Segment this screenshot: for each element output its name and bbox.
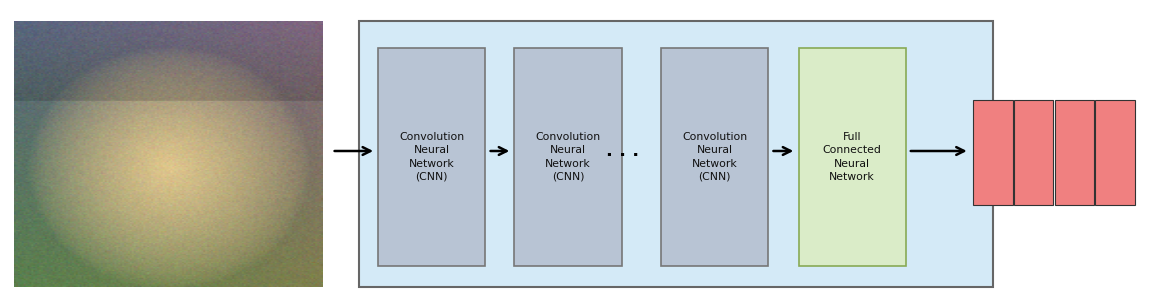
Text: . . .: . . . (606, 142, 639, 160)
Bar (799, 48, 906, 266)
Bar (1055, 100, 1094, 205)
Bar (973, 100, 1013, 205)
Bar (359, 21, 993, 287)
Text: Convolution
Neural
Network
(CNN): Convolution Neural Network (CNN) (682, 132, 747, 182)
Bar (1014, 100, 1053, 205)
Bar (378, 48, 485, 266)
Text: Convolution
Neural
Network
(CNN): Convolution Neural Network (CNN) (535, 132, 601, 182)
Text: Full
Connected
Neural
Network: Full Connected Neural Network (823, 132, 881, 182)
Text: Convolution
Neural
Network
(CNN): Convolution Neural Network (CNN) (399, 132, 464, 182)
Bar (514, 48, 622, 266)
Bar (1095, 100, 1135, 205)
Bar (661, 48, 768, 266)
